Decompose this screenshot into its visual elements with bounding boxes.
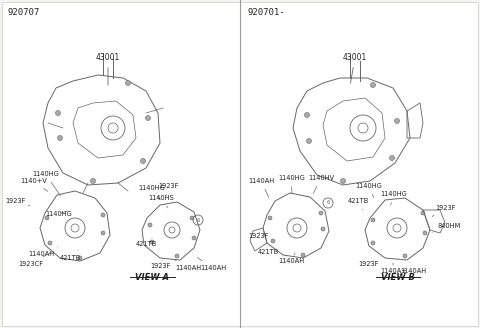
Text: 1140HG: 1140HG: [32, 171, 60, 196]
Circle shape: [145, 115, 151, 120]
Text: 1140HG: 1140HG: [355, 183, 382, 197]
Text: 1923F: 1923F: [150, 260, 170, 269]
Text: 1923F: 1923F: [5, 198, 30, 206]
Circle shape: [395, 118, 399, 124]
Text: 920701-: 920701-: [248, 8, 286, 17]
Text: 1140AH: 1140AH: [197, 257, 226, 271]
Text: 421TB: 421TB: [60, 250, 81, 261]
Circle shape: [307, 138, 312, 144]
Circle shape: [78, 256, 82, 260]
Circle shape: [340, 178, 346, 183]
Text: 1923F: 1923F: [248, 232, 268, 239]
Circle shape: [45, 216, 49, 220]
Circle shape: [91, 178, 96, 183]
Circle shape: [301, 253, 305, 257]
Circle shape: [371, 218, 375, 222]
Text: 421TB: 421TB: [136, 238, 157, 247]
Circle shape: [175, 254, 179, 258]
Circle shape: [48, 241, 52, 245]
Circle shape: [58, 135, 62, 140]
Text: 1140AH: 1140AH: [248, 178, 274, 197]
Circle shape: [125, 80, 131, 86]
Circle shape: [101, 213, 105, 217]
FancyBboxPatch shape: [2, 2, 478, 326]
Circle shape: [56, 111, 60, 115]
Text: 1140HG: 1140HG: [45, 211, 72, 217]
Circle shape: [190, 216, 194, 220]
Text: 421TB: 421TB: [348, 198, 369, 210]
Text: 1140AH: 1140AH: [175, 260, 201, 271]
Text: 43001: 43001: [343, 53, 367, 83]
Text: 1923F: 1923F: [158, 183, 179, 197]
Circle shape: [371, 83, 375, 88]
Text: 1140AH: 1140AH: [278, 253, 304, 264]
Text: 1140A+: 1140A+: [380, 263, 407, 274]
Circle shape: [321, 227, 325, 231]
Circle shape: [403, 254, 407, 258]
Text: VIEW B: VIEW B: [381, 273, 415, 282]
Text: 6: 6: [326, 200, 330, 206]
Text: 1140HG: 1140HG: [278, 175, 305, 193]
Circle shape: [423, 231, 427, 235]
Circle shape: [148, 223, 152, 227]
Text: 1140HS: 1140HS: [148, 195, 174, 208]
Circle shape: [141, 158, 145, 163]
Text: 920707: 920707: [8, 8, 40, 17]
Text: 1140+V: 1140+V: [20, 178, 48, 191]
Circle shape: [304, 113, 310, 117]
Text: 6: 6: [196, 217, 200, 222]
Text: 1140HG: 1140HG: [380, 191, 407, 205]
Text: VIEW A: VIEW A: [135, 273, 169, 282]
Circle shape: [389, 155, 395, 160]
Circle shape: [268, 216, 272, 220]
Text: 1923CF: 1923CF: [18, 251, 53, 267]
Circle shape: [371, 241, 375, 245]
Text: 1140HV: 1140HV: [308, 175, 334, 194]
Text: 43001: 43001: [96, 53, 120, 85]
Text: 840HM: 840HM: [432, 223, 460, 233]
Text: 1923F: 1923F: [358, 261, 378, 267]
Text: 1140HG: 1140HG: [138, 185, 165, 200]
Text: 1140AH: 1140AH: [28, 247, 58, 257]
Circle shape: [421, 211, 425, 215]
Text: 421TB: 421TB: [258, 246, 279, 255]
Circle shape: [319, 211, 323, 215]
Text: 1140AH: 1140AH: [400, 262, 426, 274]
Circle shape: [192, 236, 196, 240]
Text: 1923F: 1923F: [432, 205, 456, 216]
Circle shape: [101, 231, 105, 235]
Circle shape: [150, 240, 154, 244]
Circle shape: [271, 239, 275, 243]
